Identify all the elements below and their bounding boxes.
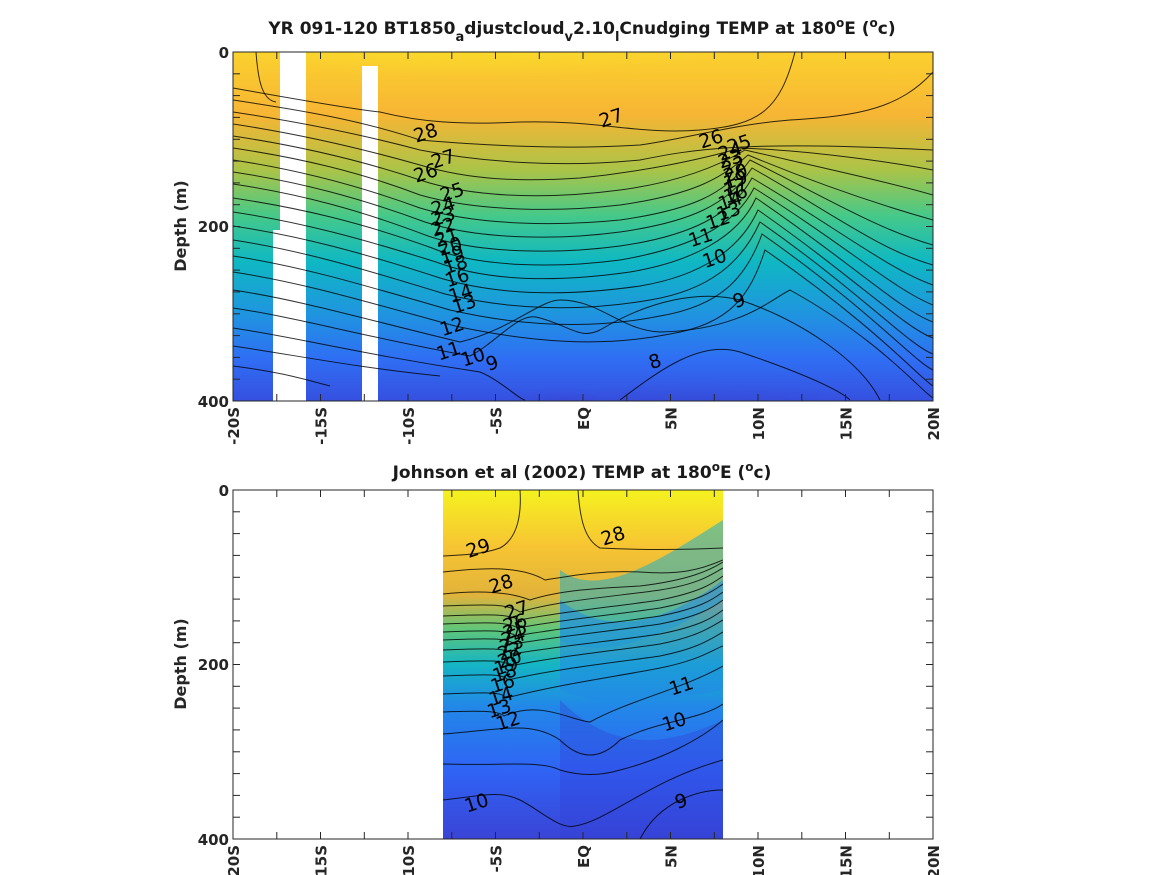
top-x-tick-labels: -20S -15S -10S -5S EQ 5N 10N 15N 20N <box>225 407 943 445</box>
bottom-xtick-label: 15N <box>838 845 856 875</box>
top-ytick-0: 0 <box>219 44 229 62</box>
top-ytick-400: 400 <box>198 393 229 411</box>
top-xtick-label: -10S <box>400 407 418 445</box>
top-xtick-label: -15S <box>313 407 331 445</box>
top-xtick-label: 10N <box>750 407 768 440</box>
bottom-xtick-label: 5N <box>663 845 681 868</box>
bottom-x-tick-labels: -20S -15S -10S -5S EQ 5N 10N 15N 20N <box>225 845 943 875</box>
top-contour-lines <box>233 52 933 401</box>
top-xtick-label: 5N <box>663 407 681 430</box>
top-panel: YR 091-120 BT1850adjustcloudv2.10lCnudgi… <box>171 16 943 445</box>
bottom-tick-marks <box>232 489 934 840</box>
top-ytick-200: 200 <box>198 218 229 236</box>
bottom-panel: Johnson et al (2002) TEMP at 180oE (oc) <box>171 460 943 875</box>
top-xtick-label: EQ <box>575 407 593 430</box>
bottom-xtick-label: EQ <box>575 845 593 868</box>
bottom-ytick-200: 200 <box>198 656 229 674</box>
bottom-y-axis-label: Depth (m) <box>171 618 190 710</box>
top-chart-title: YR 091-120 BT1850adjustcloudv2.10lCnudgi… <box>267 16 895 45</box>
top-heatmap: 2827262524232221201918161413121110927262… <box>233 52 933 401</box>
top-xtick-label: -5S <box>488 407 506 434</box>
top-tick-marks <box>232 51 934 402</box>
bottom-ytick-400: 400 <box>198 831 229 849</box>
bottom-xtick-label: -10S <box>400 845 418 875</box>
bottom-ytick-0: 0 <box>219 482 229 500</box>
bottom-chart-title: Johnson et al (2002) TEMP at 180oE (oc) <box>392 460 772 483</box>
top-xtick-label: -20S <box>225 407 243 445</box>
bottom-xtick-label: 20N <box>925 845 943 875</box>
bottom-xtick-label: 10N <box>750 845 768 875</box>
bottom-contour-lines <box>443 490 723 839</box>
top-y-axis-label: Depth (m) <box>171 180 190 272</box>
top-xtick-label: 20N <box>925 407 943 440</box>
bottom-xtick-label: -15S <box>313 845 331 875</box>
bottom-xtick-label: -20S <box>225 845 243 875</box>
bottom-xtick-label: -5S <box>488 845 506 872</box>
top-xtick-label: 15N <box>838 407 856 440</box>
